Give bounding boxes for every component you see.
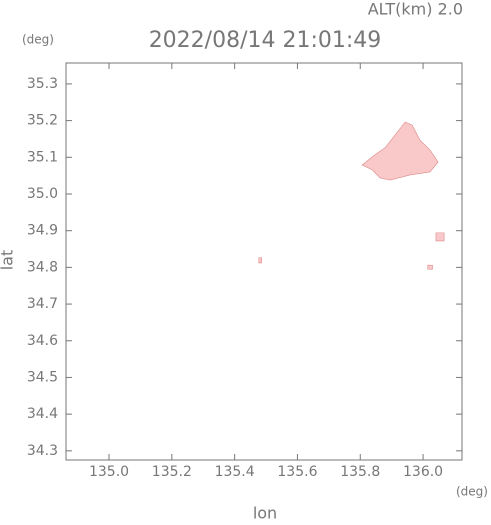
y-tick-label: 35.3 [27, 76, 58, 92]
x-tick-label: 135.2 [152, 464, 192, 480]
echo-area [258, 257, 262, 264]
x-tick-label: 135.0 [89, 464, 129, 480]
x-tick-label: 136.0 [403, 464, 443, 480]
echo-area [435, 232, 445, 242]
x-tick-label: 135.8 [340, 464, 380, 480]
x-tick-label: 135.6 [277, 464, 317, 480]
x-axis-label: lon [253, 504, 277, 522]
y-tick-label: 34.8 [27, 259, 58, 275]
chart-subtitle: ALT(km) 2.0 [368, 0, 463, 19]
y-axis-label: lat [0, 250, 17, 271]
y-tick-label: 35.1 [27, 149, 58, 165]
y-tick-label: 34.4 [27, 406, 58, 422]
y-tick-label: 34.7 [27, 296, 58, 312]
y-tick-label: 34.9 [27, 223, 58, 239]
y-tick-label: 35.2 [27, 113, 58, 129]
y-tick-label: 34.5 [27, 369, 58, 385]
x-unit: (deg) [456, 485, 488, 499]
y-tick-label: 34.3 [27, 443, 58, 459]
x-tick-label: 135.4 [215, 464, 255, 480]
y-unit: (deg) [22, 33, 54, 47]
plot-frame [65, 62, 463, 461]
chart-title: 2022/08/14 21:01:49 [149, 28, 382, 53]
echo-area [361, 121, 439, 181]
echo-area [427, 264, 433, 270]
y-tick-label: 34.6 [27, 333, 58, 349]
y-tick-label: 35.0 [27, 186, 58, 202]
